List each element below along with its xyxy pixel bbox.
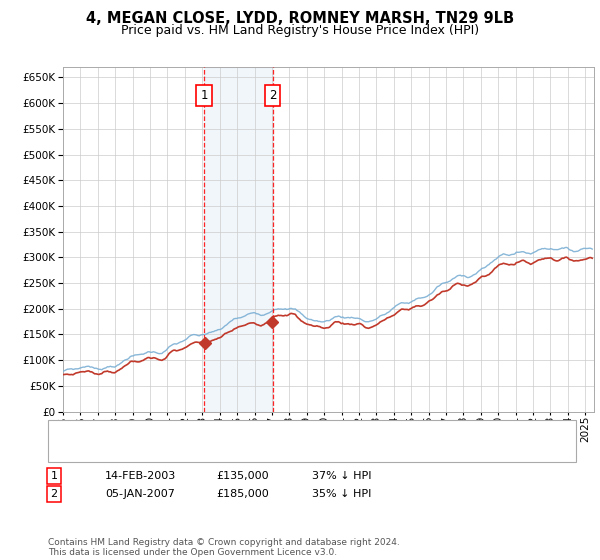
Text: 4, MEGAN CLOSE, LYDD, ROMNEY MARSH, TN29 9LB (detached house): 4, MEGAN CLOSE, LYDD, ROMNEY MARSH, TN29… (88, 427, 481, 437)
Text: HPI: Average price, detached house, Folkestone and Hythe: HPI: Average price, detached house, Folk… (88, 446, 415, 456)
Text: 35% ↓ HPI: 35% ↓ HPI (312, 489, 371, 499)
Text: Price paid vs. HM Land Registry's House Price Index (HPI): Price paid vs. HM Land Registry's House … (121, 24, 479, 36)
Text: Contains HM Land Registry data © Crown copyright and database right 2024.
This d: Contains HM Land Registry data © Crown c… (48, 538, 400, 557)
Text: 37% ↓ HPI: 37% ↓ HPI (312, 471, 371, 481)
Text: 2: 2 (269, 89, 277, 102)
Text: 1: 1 (50, 471, 58, 481)
Text: £135,000: £135,000 (216, 471, 269, 481)
Text: 2: 2 (50, 489, 58, 499)
Text: 05-JAN-2007: 05-JAN-2007 (105, 489, 175, 499)
Text: 4, MEGAN CLOSE, LYDD, ROMNEY MARSH, TN29 9LB: 4, MEGAN CLOSE, LYDD, ROMNEY MARSH, TN29… (86, 11, 514, 26)
Text: 1: 1 (200, 89, 208, 102)
Text: 14-FEB-2003: 14-FEB-2003 (105, 471, 176, 481)
Bar (205, 67, 272, 412)
Text: £185,000: £185,000 (216, 489, 269, 499)
